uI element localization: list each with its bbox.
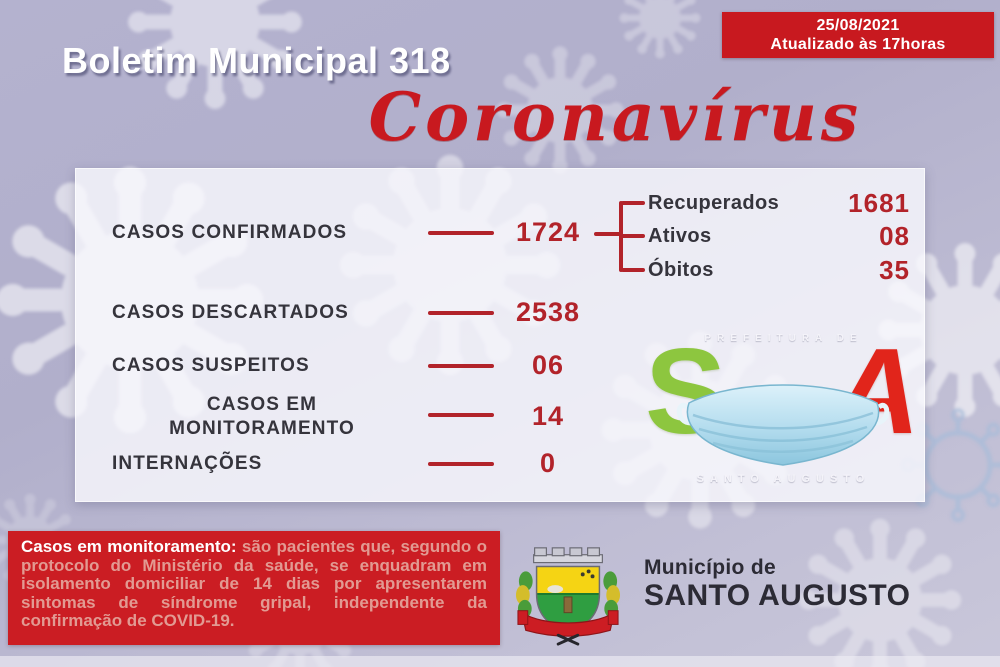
stats-card: CASOS CONFIRMADOS 1724 Recuperados 1681 … [75, 168, 925, 502]
bracket-stem-line [594, 232, 622, 236]
active-value: 08 [879, 220, 910, 251]
connector-line [428, 413, 494, 417]
deaths-label: Óbitos [648, 258, 714, 281]
municipality-line2: SANTO AUGUSTO [644, 579, 911, 612]
page-title: Boletim Municipal 318 [62, 40, 451, 81]
bottom-strip [0, 656, 1000, 667]
bracket-vertical-line [619, 201, 623, 272]
connector-line [428, 231, 494, 235]
active-label: Ativos [648, 224, 712, 247]
monitoring-value: 14 [531, 401, 565, 431]
connector-line [428, 364, 494, 368]
suspected-value: 06 [531, 350, 565, 380]
deaths-value: 35 [879, 254, 910, 285]
confirmed-label: CASOS CONFIRMADOS [112, 222, 348, 243]
coat-of-arms-icon [515, 547, 621, 646]
surgical-mask-icon [676, 384, 890, 466]
note-lead-text: Casos em monitoramento: [21, 537, 237, 556]
bracket-tick-middle [621, 234, 645, 238]
monitoring-label-line1: CASOS EM [206, 394, 318, 415]
monitoring-note-box: Casos em monitoramento: são pacientes qu… [8, 531, 500, 645]
bracket-tick-bottom [621, 268, 645, 272]
breakdown-row-deaths: Óbitos 35 [648, 254, 910, 285]
connector-line [428, 311, 494, 315]
prefeitura-bottom-text: SANTO AUGUSTO [696, 473, 871, 485]
confirmed-value: 1724 [515, 217, 581, 247]
prefeitura-logo: PREFEITURA DE S A SANTO AUGUSTO [645, 319, 920, 491]
hospitalizations-value: 0 [539, 448, 557, 478]
note-body-text: são pacientes que, segundo o protocolo d… [21, 537, 487, 630]
monitoring-label: CASOS EM MONITORAMENTO [112, 393, 412, 441]
connector-line [428, 462, 494, 466]
recovered-label: Recuperados [648, 191, 780, 214]
discarded-value: 2538 [515, 297, 581, 327]
monitoring-label-line2: MONITORAMENTO [169, 418, 355, 439]
bracket-tick-top [621, 201, 645, 205]
date-badge: 25/08/2021 Atualizado às 17horas [722, 12, 994, 58]
recovered-value: 1681 [848, 187, 910, 218]
breakdown-row-active: Ativos 08 [648, 220, 910, 251]
discarded-label: CASOS DESCARTADOS [112, 302, 349, 323]
coronavirus-script-title: Coronavírus [368, 78, 862, 156]
date-text: 25/08/2021 [816, 17, 900, 34]
breakdown-row-recovered: Recuperados 1681 [648, 187, 910, 218]
municipality-block: Município de SANTO AUGUSTO [644, 556, 910, 613]
suspected-label: CASOS SUSPEITOS [112, 355, 310, 376]
hospitalizations-label: INTERNAÇÕES [112, 453, 263, 474]
municipality-line1: Município de [644, 556, 776, 579]
prefeitura-top-text: PREFEITURA DE [704, 333, 863, 344]
updated-text: Atualizado às 17horas [770, 36, 946, 53]
